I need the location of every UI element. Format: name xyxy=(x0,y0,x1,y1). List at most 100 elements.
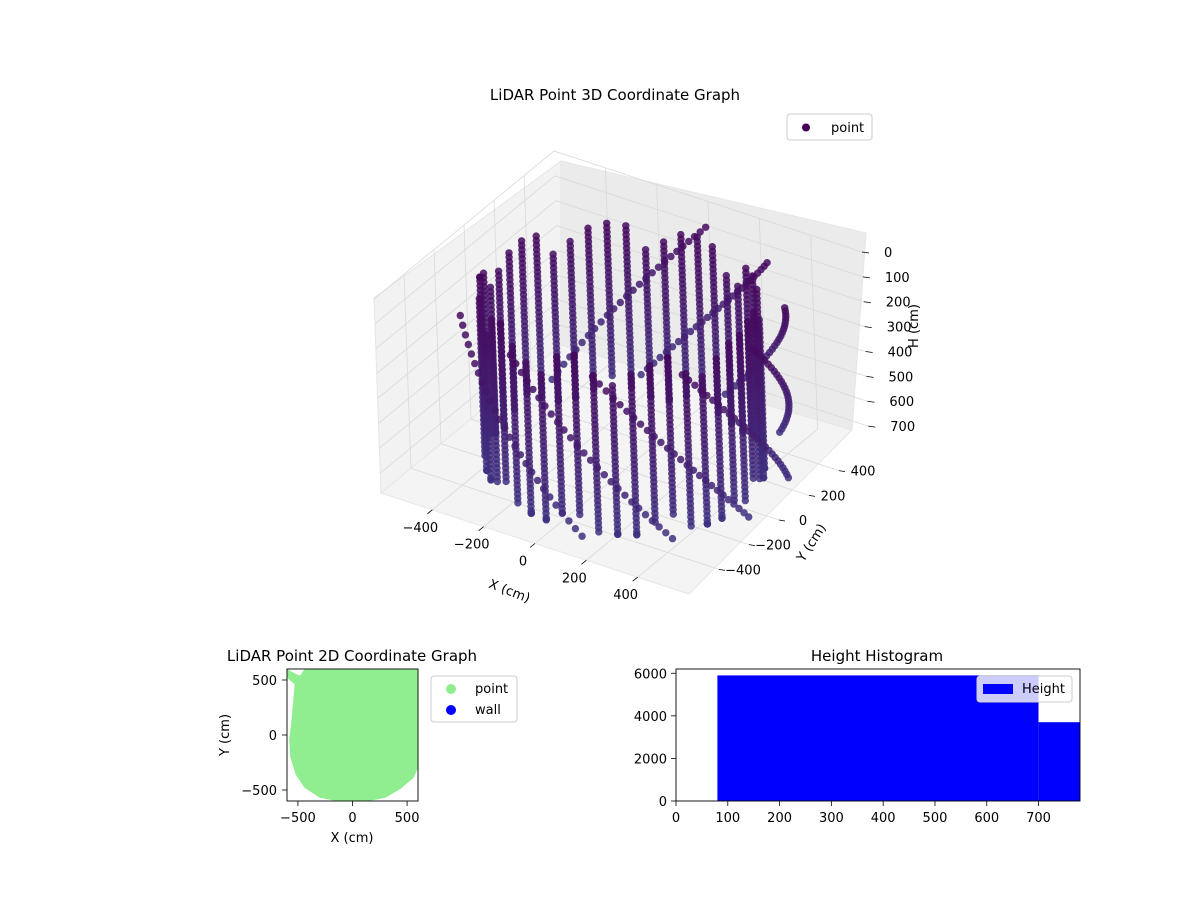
plot3d-point xyxy=(614,530,622,538)
hist-legend-label: Height xyxy=(1022,682,1065,697)
hist-x-tick-label: 700 xyxy=(1026,811,1051,826)
plot3d-y-tick xyxy=(838,470,846,473)
plot3d-point xyxy=(685,237,693,246)
plot3d-point xyxy=(486,397,495,405)
plot3d-point xyxy=(689,466,698,474)
plot3d-z-tick-label: 600 xyxy=(889,395,914,410)
plot3d-point xyxy=(648,269,656,277)
hist-y-tick-label: 6000 xyxy=(634,667,667,682)
plot3d-point xyxy=(602,387,610,395)
plot3d-y-tick-label: 400 xyxy=(851,465,876,480)
plot3d-gridline-z xyxy=(373,150,863,300)
plot3d-z-tick-label: 700 xyxy=(890,420,915,435)
plot3d-title: LiDAR Point 3D Coordinate Graph xyxy=(490,86,740,104)
plot3d-point xyxy=(608,371,616,380)
plot3d-gridlines xyxy=(373,150,869,578)
plot3d-point xyxy=(691,381,699,389)
plot3d-point xyxy=(616,298,624,307)
plot3d-z-tick-label: 100 xyxy=(885,271,910,286)
plot3d-point xyxy=(724,495,733,504)
plot3d-point xyxy=(621,491,629,499)
plot3d-point xyxy=(662,529,670,537)
plot3d-gridline-z xyxy=(380,324,869,474)
plot3d-point xyxy=(616,401,624,409)
plot3d-point xyxy=(695,471,704,480)
plot3d-point xyxy=(643,426,652,435)
plot3d-y-tick xyxy=(718,568,726,571)
plot3d-point xyxy=(650,432,658,441)
plot3d-point xyxy=(496,415,504,423)
plot3d-point xyxy=(456,311,464,320)
plot3d-point xyxy=(576,510,584,519)
plot3d-point xyxy=(684,376,693,384)
plot3d-point xyxy=(547,410,555,418)
plot2d-x-tick-label: 0 xyxy=(348,811,356,826)
plot3d-point xyxy=(533,476,542,485)
plot3d-legend-label: point xyxy=(831,121,864,136)
plot3d-x-tick-label: 400 xyxy=(613,588,638,603)
plot3d-z-tick-label: 400 xyxy=(888,345,913,360)
plot2d-title: LiDAR Point 2D Coordinate Graph xyxy=(227,647,477,665)
plot3d-point xyxy=(702,223,710,231)
plot3d-point xyxy=(548,375,556,384)
plot3d-point xyxy=(614,484,622,493)
plot3d-point xyxy=(553,418,562,426)
plot2d-legend: point wall xyxy=(430,675,518,723)
hist-x-tick-label: 0 xyxy=(672,811,680,826)
plot3d-point xyxy=(635,280,644,288)
plot3d-point xyxy=(720,405,728,414)
plot3d-point xyxy=(749,474,757,482)
plot3d-x-tick-label: 200 xyxy=(562,571,587,586)
plot3d-point xyxy=(573,441,581,450)
plot3d-point xyxy=(670,450,678,458)
plot3d-point xyxy=(740,509,748,517)
plot3d-point xyxy=(623,407,631,415)
plot3d-z-tick xyxy=(864,326,872,329)
plot3d-point xyxy=(677,455,685,464)
plot3d-point xyxy=(560,426,568,434)
plot3d-point xyxy=(528,468,536,476)
plot3d-point xyxy=(703,391,711,400)
plot2d-legend-label-wall: wall xyxy=(475,703,501,718)
plot3d-point xyxy=(529,385,537,394)
plot3d-point xyxy=(595,528,603,536)
plot3d-legend: point xyxy=(786,113,873,141)
plot3d-point xyxy=(535,394,543,402)
hist-x-tick-label: 600 xyxy=(974,811,999,826)
plot3d-point xyxy=(482,388,490,396)
hist-y-tick-label: 2000 xyxy=(634,752,667,767)
plot3d-point xyxy=(471,359,479,368)
plot3d-point xyxy=(741,496,749,505)
plot2d-x-tick-label: −500 xyxy=(280,811,316,826)
plot3d-gridline-y xyxy=(433,249,750,546)
plot3d-point xyxy=(560,360,568,368)
plot3d-point xyxy=(516,451,525,459)
plot2d-xlabel: X (cm) xyxy=(331,831,374,846)
plot3d-point xyxy=(607,478,615,486)
plot3d-point xyxy=(600,471,608,479)
plot3d-point xyxy=(687,522,695,530)
plot2d-legend-marker-wall xyxy=(446,705,456,715)
plot3d-point xyxy=(522,459,530,468)
plot3d-point xyxy=(709,396,717,404)
plot3d-point xyxy=(633,531,641,539)
plot3d-point xyxy=(735,419,744,427)
plot3d-point xyxy=(578,338,586,347)
plot3d-y-tick-label: 200 xyxy=(821,489,846,504)
hist-bars xyxy=(717,675,1080,801)
plot3d-point xyxy=(571,524,580,533)
plot3d-point xyxy=(542,516,550,524)
plot3d-y-tick-label: 0 xyxy=(799,514,807,529)
plot3d-point xyxy=(674,337,683,346)
hist-legend: Height xyxy=(976,675,1073,703)
plot3d-z-tick xyxy=(862,276,870,279)
plot3d-point xyxy=(491,406,499,414)
plot3d-z-tick xyxy=(868,425,876,428)
plot-2d: LiDAR Point 2D Coordinate Graph −500 0 500… xyxy=(218,647,518,846)
plot3d-x-tick xyxy=(427,509,433,515)
hist-title: Height Histogram xyxy=(811,647,943,665)
plot3d-point xyxy=(597,318,605,326)
plot3d-point xyxy=(493,477,502,486)
plot3d-x-tick xyxy=(581,560,587,565)
